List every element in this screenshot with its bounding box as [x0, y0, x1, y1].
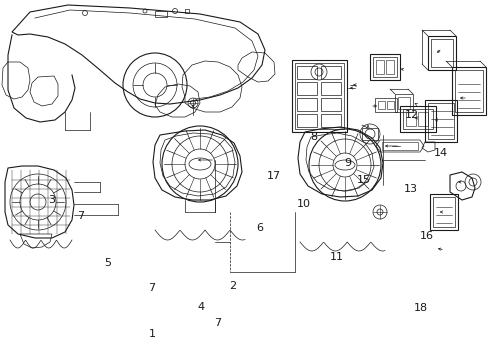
Bar — [321, 114, 341, 127]
Bar — [321, 82, 341, 95]
Bar — [370, 54, 400, 80]
Bar — [378, 101, 385, 109]
Text: 7: 7 — [77, 211, 84, 221]
Bar — [418, 112, 428, 126]
Bar — [297, 66, 317, 79]
Text: 2: 2 — [229, 281, 236, 291]
Text: 6: 6 — [256, 222, 263, 233]
Text: 18: 18 — [414, 303, 427, 313]
Text: 8: 8 — [310, 132, 317, 142]
Bar — [452, 67, 486, 115]
Text: 4: 4 — [197, 302, 204, 312]
Bar — [386, 60, 394, 74]
Bar — [295, 63, 344, 129]
Text: 9: 9 — [344, 158, 351, 168]
Text: 15: 15 — [357, 175, 370, 185]
Bar — [395, 94, 413, 112]
Text: 7: 7 — [215, 318, 221, 328]
Text: 7: 7 — [148, 283, 155, 293]
Bar — [387, 101, 394, 109]
Bar — [376, 60, 384, 74]
Bar — [373, 57, 397, 77]
Bar — [398, 97, 410, 109]
Bar — [297, 114, 317, 127]
Text: 16: 16 — [420, 231, 434, 241]
Text: 17: 17 — [267, 171, 280, 181]
Text: 12: 12 — [405, 110, 418, 120]
Text: 13: 13 — [404, 184, 417, 194]
Bar — [155, 11, 167, 17]
Text: 14: 14 — [434, 148, 448, 158]
Text: 3: 3 — [48, 195, 55, 205]
Bar — [433, 197, 455, 227]
Text: 5: 5 — [104, 258, 111, 268]
Bar — [430, 194, 458, 230]
Bar — [425, 100, 457, 142]
Bar — [297, 82, 317, 95]
Bar — [382, 142, 418, 150]
Bar — [375, 98, 397, 112]
Bar — [321, 66, 341, 79]
Bar — [428, 103, 454, 139]
Bar — [455, 70, 483, 112]
Bar — [185, 9, 189, 13]
Bar — [400, 106, 436, 132]
Bar — [406, 112, 416, 126]
Text: 1: 1 — [148, 329, 155, 339]
Bar — [428, 36, 456, 70]
Bar — [403, 109, 433, 129]
Bar — [297, 98, 317, 111]
Bar — [431, 39, 453, 67]
Bar — [321, 98, 341, 111]
Text: 10: 10 — [297, 199, 311, 210]
Text: 11: 11 — [330, 252, 344, 262]
Bar — [292, 60, 347, 132]
Bar — [362, 128, 378, 140]
